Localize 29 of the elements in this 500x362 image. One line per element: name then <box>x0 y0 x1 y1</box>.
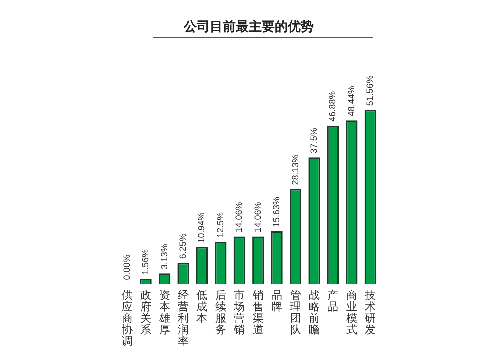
data-label: 14.06% <box>234 202 244 233</box>
data-label: 28.13% <box>290 154 300 186</box>
x-tick-label: 管理团队 <box>290 288 302 337</box>
data-label: 10.94% <box>196 212 207 244</box>
x-tick-label: 商业模式 <box>346 288 358 337</box>
chart-title: 公司目前最主要的优势 <box>183 19 314 36</box>
x-tick-label: 资本雄厚 <box>158 288 170 337</box>
x-tick-label: 经营利润率 <box>178 288 189 348</box>
data-label: 37.5% <box>308 128 319 154</box>
x-tick-label: 低成本 <box>196 288 208 325</box>
data-label: 14.06% <box>252 202 263 233</box>
x-tick-label: 销售渠道 <box>252 288 264 337</box>
x-tick-label: 产品 <box>328 288 339 314</box>
data-label: 3.13% <box>159 244 170 270</box>
x-tick-label: 后续服务 <box>215 288 226 337</box>
data-label: 46.88% <box>328 91 338 122</box>
x-tick-label: 品牌 <box>272 288 283 314</box>
data-label: 15.63% <box>272 196 282 228</box>
data-label: 12.5% <box>215 212 226 238</box>
x-tick-label: 政府关系 <box>140 288 152 337</box>
x-tick-label: 技术研发 <box>364 288 376 337</box>
data-label: 48.44% <box>346 86 356 117</box>
data-label: 1.56% <box>140 249 151 275</box>
data-label: 6.25% <box>178 234 188 260</box>
data-label: 51.56% <box>365 76 376 106</box>
x-tick-label: 供应商协调 <box>122 288 133 348</box>
x-tick-label: 市场营销 <box>233 288 246 337</box>
data-label: 0.00% <box>122 254 132 280</box>
x-tick-label: 战略前瞻 <box>309 288 320 337</box>
